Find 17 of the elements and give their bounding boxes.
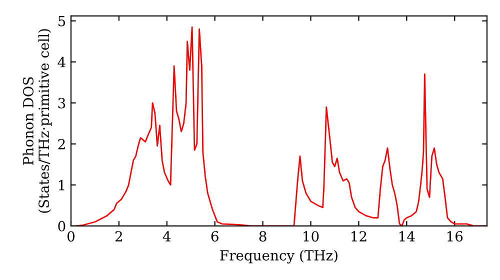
x-tick-label: 12: [352, 231, 366, 242]
y-tick-label: 2: [58, 138, 65, 150]
y-tick-label: 5: [58, 16, 66, 26]
x-tick-label: 10: [304, 231, 319, 242]
y-tick-label: 4: [58, 56, 66, 68]
x-tick-label: 0: [67, 231, 74, 242]
y-tick-label: 3: [58, 98, 66, 108]
x-tick-label: 4: [162, 231, 171, 242]
y-tick-label: 0: [58, 220, 66, 232]
x-tick-label: 14: [400, 231, 415, 242]
x-tick-label: 8: [259, 231, 266, 242]
x-tick-label: 6: [211, 231, 218, 242]
y-tick-label: 1: [58, 180, 64, 190]
x-axis-title: Frequency (THz): [220, 250, 338, 264]
x-tick-label: 2: [115, 231, 122, 242]
y-axis-title: Phonon DOS (States/THz·primitive cell): [22, 29, 52, 213]
x-tick-label: 16: [447, 231, 463, 242]
